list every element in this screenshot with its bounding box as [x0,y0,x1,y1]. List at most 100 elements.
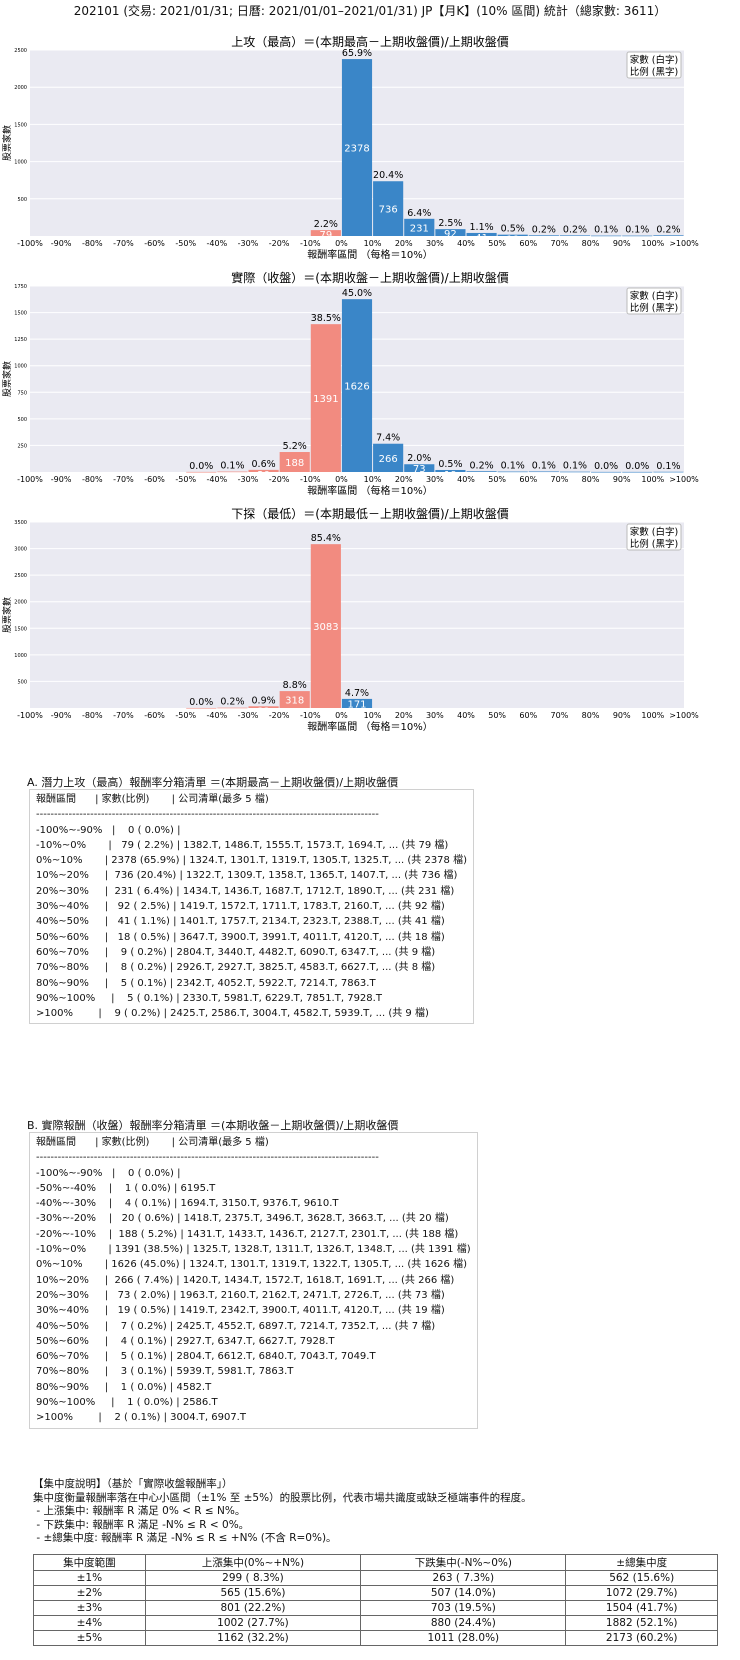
x-tick-label: -90% [51,239,72,248]
bar-count-label: 1 [198,708,204,719]
list-item: -20%~-10% | 188 ( 5.2%) | 1431.T, 1433.T… [36,1228,459,1240]
bar-pct-label: 7.4% [376,433,400,444]
list-item: ----------------------------------------… [36,1152,379,1164]
legend-box [626,51,682,79]
bar-count-label: 266 [379,454,398,465]
table-cell: 562 (15.6%) [565,1570,718,1586]
table-cell: 1002 (27.7%) [144,1615,362,1631]
bar-pct-label: 0.0% [189,697,213,708]
table-cell: 880 (24.4%) [360,1615,567,1631]
y-tick-label: 1000 [14,160,27,166]
x-tick-label: -40% [207,475,228,484]
y-tick-label: 1750 [14,284,27,290]
main-title: 202101 (交易: 2021/01/31; 日曆: 2021/01/01–2… [73,4,667,18]
x-tick-label: 10% [364,711,382,720]
table-cell: 1011 (28.0%) [360,1630,567,1646]
concentration-line: 集中度衡量報酬率落在中心小區間（±1% 至 ±5%）的股票比例，代表市場共識度或… [33,1491,532,1504]
bar-count-label: 736 [379,205,398,216]
bar [341,299,373,472]
bar-count-label: 9 [541,235,547,246]
y-tick-label: 500 [17,417,27,423]
table-cell: 2173 (60.2%) [565,1630,718,1646]
bar [279,691,310,708]
bar [653,235,684,236]
y-tick-label: 500 [17,679,27,685]
list-item: 30%~40% | 92 ( 2.5%) | 1419.T, 1572.T, 1… [36,901,445,913]
x-tick-label: -90% [51,711,72,720]
chart-title: 上攻（最高）＝(本期最高－上期收盤價)/上期收盤價 [231,34,508,49]
x-tick-label: 40% [457,239,475,248]
concentration-heading: 【集中度說明】（基於「實際收盤報酬率」） [33,1478,233,1490]
x-tick-label: -70% [113,239,134,248]
bar-count-label: 79 [319,230,332,241]
bar [279,452,310,472]
table-cell: 703 (19.5%) [360,1600,567,1616]
x-tick-label: 0% [335,711,348,720]
bar-pct-label: 45.0% [342,288,372,299]
bar [591,471,622,473]
list-item: -50%~-40% | 1 ( 0.0%) | 6195.T [36,1182,216,1194]
list-item: -10%~0% | 79 ( 2.2%) | 1382.T, 1486.T, 1… [36,839,449,851]
bar [341,698,373,708]
bar [404,218,435,236]
bar [310,324,341,472]
legend-pct-label: 比例 (黑字) [630,302,678,314]
list-item: 10%~20% | 736 (20.4%) | 1322.T, 1309.T, … [36,870,458,882]
list-item: 10%~20% | 266 ( 7.4%) | 1420.T, 1434.T, … [36,1274,455,1286]
x-tick-label: -10% [300,475,321,484]
x-tick-label: 70% [551,239,569,248]
x-tick-label: 40% [457,711,475,720]
table-cell: 507 (14.0%) [360,1585,567,1601]
x-tick-label: -20% [269,711,290,720]
bar [435,229,466,236]
x-tick-label: -60% [144,475,165,484]
chart-title: 實際（收盤）＝(本期收盤－上期收盤價)/上期收盤價 [231,270,508,285]
bar-pct-label: 0.1% [625,225,649,236]
list-item: -100%~-90% | 0 ( 0.0%) | [36,1167,181,1179]
x-tick-label: 70% [551,475,569,484]
column-header: 集中度範圍 [33,1554,146,1571]
column-header: ±總集中度 [565,1554,718,1571]
bar [186,471,217,473]
bar-pct-label: 0.1% [532,460,556,471]
y-tick-label: 1250 [14,337,27,343]
list-item: -100%~-90% | 0 ( 0.0%) | [36,824,181,836]
x-tick-label: 100% [641,475,664,484]
table-cell: 1162 (32.2%) [144,1630,362,1646]
table-row: ±2% 565 (15.6%) 507 (14.0%) 1072 (29.7%) [33,1585,718,1601]
concentration-line: - 下跌集中: 報酬率 R 滿足 -N% ≤ R < 0%。 [33,1518,250,1531]
bar-count-label: 5 [603,236,609,247]
bar [466,232,497,236]
x-tick-label: 90% [613,711,631,720]
bar [497,471,528,473]
bar-count-label: 7 [478,471,484,482]
x-tick-label: 20% [395,475,413,484]
y-tick-label: 1500 [14,311,27,317]
x-tick-label: -30% [238,711,259,720]
x-tick-label: -10% [300,239,321,248]
table-cell: 1504 (41.7%) [565,1600,718,1616]
bar-pct-label: 8.8% [283,680,307,691]
x-tick-label: 100% [641,239,664,248]
list-item: 70%~80% | 8 ( 0.2%) | 2926.T, 2927.T, 38… [36,962,436,974]
bar-count-label: 5 [541,471,547,482]
list-item: 0%~10% | 2378 (65.9%) | 1324.T, 1301.T, … [36,855,467,867]
list-item: 80%~90% | 5 ( 0.1%) | 2342.T, 4052.T, 59… [36,977,376,989]
y-tick-label: 2000 [14,85,27,91]
bar-count-label: 231 [410,223,429,234]
bar-pct-label: 2.2% [314,219,338,230]
x-tick-label: >100% [669,711,699,720]
x-axis-label: 報酬率區間 （每格＝10%） [307,248,432,261]
table-header-row: 集中度範圍 上漲集中(0%~+N%) 下跌集中(-N%~0%) ±總集中度 [33,1554,718,1571]
bar-pct-label: 2.5% [438,218,462,229]
x-tick-label: -30% [238,239,259,248]
bar-pct-label: 0.2% [470,460,494,471]
table-cell: 299 ( 8.3%) [144,1570,362,1586]
bar-count-label: 9 [665,235,671,246]
bar-count-label: 18 [506,235,519,246]
legend-box [626,287,682,315]
y-tick-label: 750 [17,390,27,396]
bar-count-label: 1 [198,472,204,483]
x-tick-label: 30% [426,475,444,484]
x-tick-label: -90% [51,475,72,484]
